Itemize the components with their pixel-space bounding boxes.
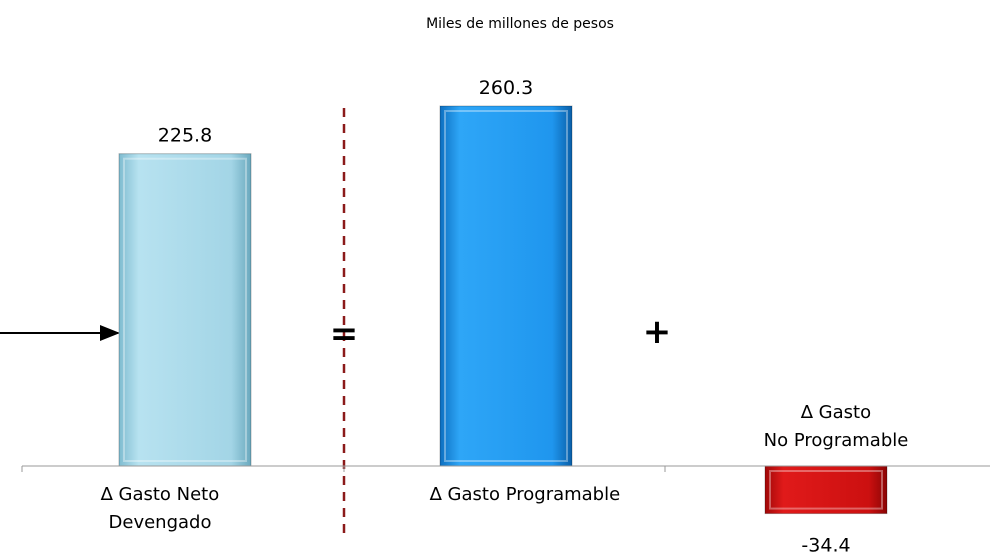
data-label-3: -34.4 (801, 535, 850, 557)
equals-operator: = (330, 314, 359, 354)
category-label-3-line-1: ∆ Gasto (800, 402, 871, 423)
bar-2 (439, 105, 573, 467)
chart-subtitle: Miles de millones de pesos (426, 16, 614, 32)
category-label-2-line-1: ∆ Gasto Programable (429, 484, 620, 505)
bar-3 (764, 465, 888, 515)
category-label-3-line-2: No Programable (764, 430, 909, 451)
plus-operator: + (643, 312, 672, 352)
bar-bevel-1 (123, 157, 247, 462)
category-label-1-line-1: ∆ Gasto Neto (100, 484, 220, 505)
category-label-1-line-2: Devengado (109, 512, 212, 533)
bar-bevel-2 (444, 110, 568, 462)
bar-bevel-3 (769, 470, 883, 510)
data-label-2: 260.3 (479, 77, 533, 99)
data-label-1: 225.8 (158, 125, 212, 147)
bar-1 (118, 153, 252, 467)
